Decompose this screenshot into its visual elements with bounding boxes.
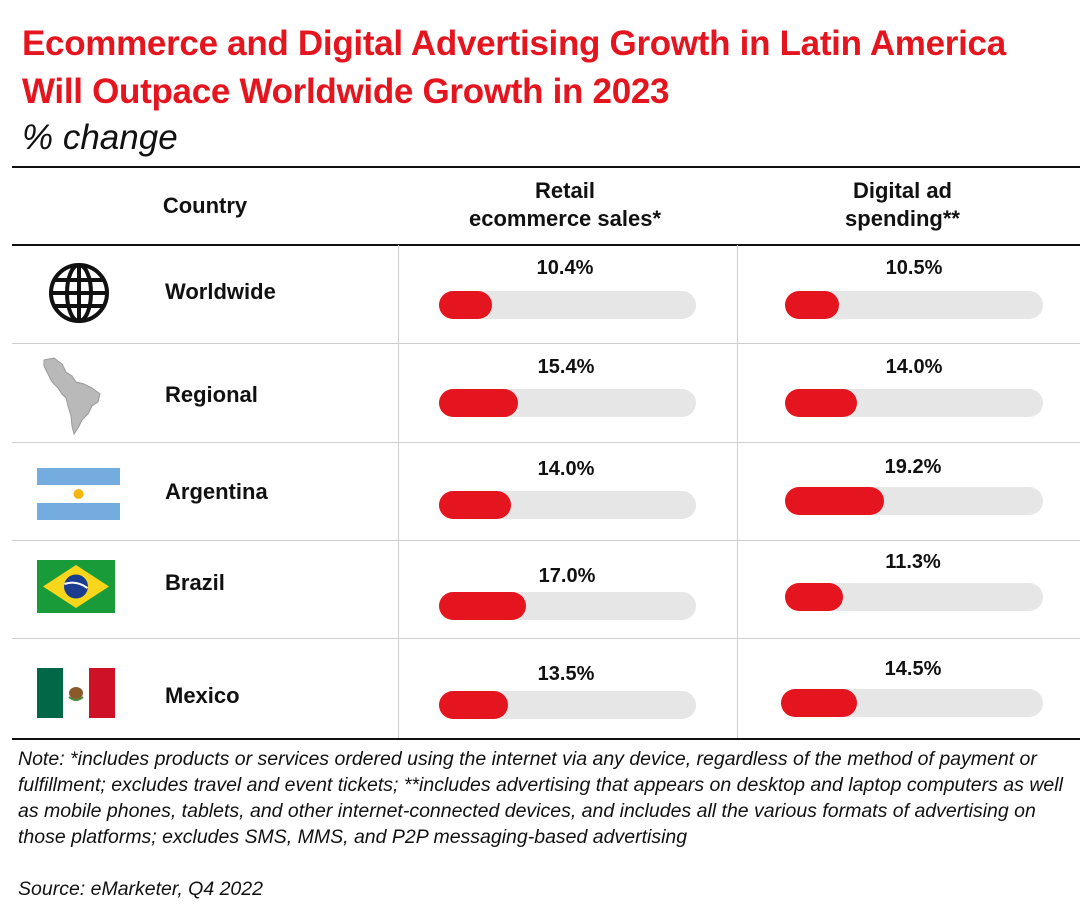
column-header-country: Country xyxy=(105,192,305,220)
table-header-rule xyxy=(12,244,1080,246)
retail-bar xyxy=(439,592,527,620)
digital-bar-track xyxy=(785,389,1043,417)
globe-icon xyxy=(49,263,109,323)
chart-title: Ecommerce and Digital Advertising Growth… xyxy=(22,24,1006,111)
latin-america-map-icon xyxy=(43,357,101,436)
column-header-digital-line1: Digital ad xyxy=(852,178,952,203)
table-bottom-rule xyxy=(12,738,1080,740)
retail-bar-track xyxy=(439,491,696,519)
country-name: Argentina xyxy=(165,479,268,504)
digital-bar-track xyxy=(781,689,1043,717)
row-divider xyxy=(12,442,1080,443)
column-header-digital-line2: spending** xyxy=(845,206,960,231)
column-divider xyxy=(398,245,399,738)
retail-bar-track xyxy=(439,592,696,620)
column-divider xyxy=(737,245,738,738)
retail-bar xyxy=(439,691,509,719)
digital-value-label: 14.5% xyxy=(884,658,942,680)
column-header-retail-line1: Retail xyxy=(535,178,595,203)
digital-value-label: 19.2% xyxy=(884,456,942,478)
country-name: Worldwide xyxy=(165,279,276,304)
retail-bar-track xyxy=(439,291,696,319)
retail-value-label: 17.0% xyxy=(538,565,596,587)
digital-bar-track xyxy=(785,487,1043,515)
column-header-retail-line2: ecommerce sales* xyxy=(468,206,662,231)
digital-value-label: 14.0% xyxy=(885,356,943,378)
table-top-rule xyxy=(12,166,1080,168)
digital-bar xyxy=(785,487,885,515)
digital-value-label: 11.3% xyxy=(885,551,941,573)
digital-bar-track xyxy=(785,291,1043,319)
digital-bar-track xyxy=(785,583,1043,611)
retail-value-label: 15.4% xyxy=(537,356,595,378)
column-header-retail: Retail ecommerce sales* xyxy=(425,177,705,233)
digital-value-label: 10.5% xyxy=(885,257,943,279)
retail-bar-track xyxy=(439,389,696,417)
retail-value-label: 10.4% xyxy=(536,257,594,279)
country-name: Regional xyxy=(165,382,258,407)
row-divider xyxy=(12,343,1080,344)
source-note: Source: eMarketer, Q4 2022 xyxy=(18,878,263,900)
chart-subtitle: % change xyxy=(22,118,178,157)
row-divider xyxy=(12,540,1080,541)
digital-bar xyxy=(781,689,857,717)
country-name: Brazil xyxy=(165,570,225,595)
country-name: Mexico xyxy=(165,683,240,708)
retail-value-label: 13.5% xyxy=(537,663,595,685)
row-divider xyxy=(12,638,1080,639)
retail-value-label: 14.0% xyxy=(537,458,595,480)
column-header-country-label: Country xyxy=(162,193,248,218)
retail-bar xyxy=(439,491,511,519)
digital-bar xyxy=(785,389,858,417)
brazil-flag-icon xyxy=(37,560,115,613)
digital-bar xyxy=(785,291,840,319)
retail-bar xyxy=(439,291,493,319)
retail-bar-track xyxy=(439,691,696,719)
digital-bar xyxy=(785,583,844,611)
column-header-digital: Digital ad spending** xyxy=(770,177,1035,233)
argentina-flag-icon xyxy=(37,468,120,520)
retail-bar xyxy=(439,389,519,417)
footnote: Note: *includes products or services ord… xyxy=(18,748,1063,848)
mexico-flag-icon xyxy=(37,668,115,718)
